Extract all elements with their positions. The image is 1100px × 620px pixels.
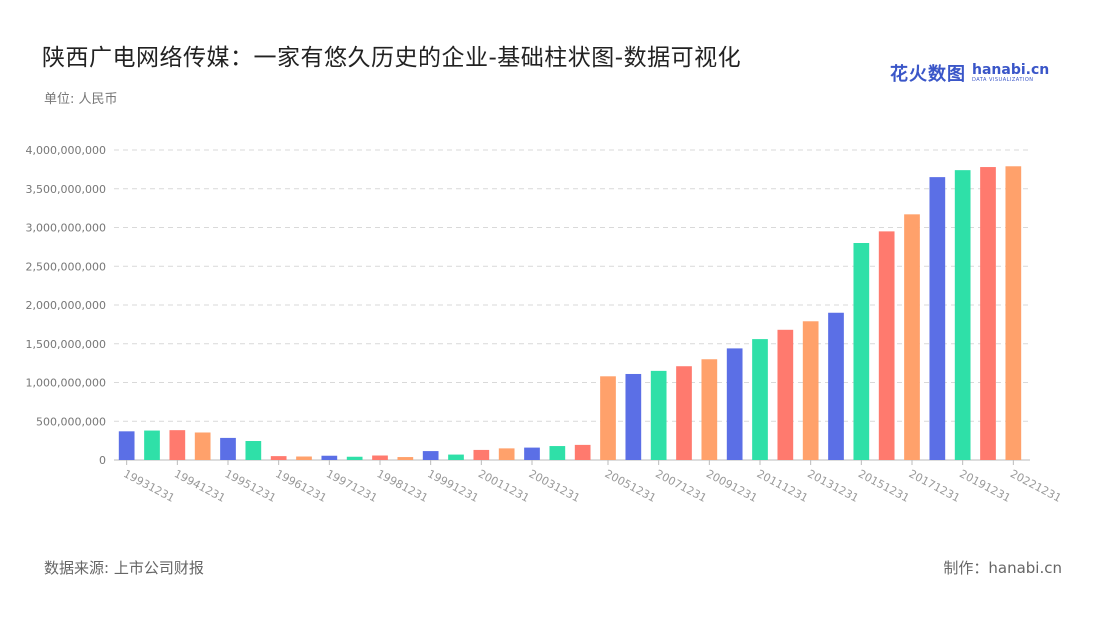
bar — [549, 446, 566, 460]
y-tick-label: 4,000,000,000 — [26, 144, 106, 157]
bar — [372, 455, 388, 460]
bar — [422, 451, 439, 460]
bar — [169, 430, 186, 460]
bar — [270, 456, 287, 460]
bar — [828, 312, 844, 460]
y-tick-label: 3,500,000,000 — [26, 183, 106, 196]
logo-sub-text: DATA VISUALIZATION — [972, 77, 1034, 83]
y-tick-label: 2,500,000,000 — [26, 260, 106, 273]
bar — [321, 455, 338, 460]
bar — [802, 321, 819, 460]
y-tick-label: 3,000,000,000 — [26, 222, 106, 235]
x-tick-label: 19991231 — [425, 467, 481, 505]
x-tick-label: 19931231 — [121, 467, 177, 505]
bar — [296, 456, 312, 460]
bar — [1005, 166, 1022, 460]
bar — [980, 167, 996, 461]
logo-cn-text: 花火数图 — [890, 64, 966, 85]
y-tick-label: 2,000,000,000 — [26, 299, 106, 312]
bar — [726, 348, 743, 460]
bar — [118, 431, 135, 460]
brand-logo: 花火数图 hanabi.cn DATA VISUALIZATION — [890, 60, 1049, 86]
bar — [524, 447, 540, 460]
bar — [676, 366, 692, 460]
bar — [473, 449, 490, 460]
bar — [194, 432, 211, 460]
x-tick-label: 20191231 — [957, 467, 1013, 505]
data-source: 数据来源: 上市公司财报 — [44, 559, 204, 577]
x-tick-label: 19961231 — [273, 467, 329, 505]
y-axis: 0 500,000,000 1,000,000,000 1,500,000,000 2,… — [26, 144, 1030, 467]
chart-title: 陕西广电网络传媒：一家有悠久历史的企业-基础柱状图-数据可视化 — [42, 45, 742, 71]
logo-en-block: hanabi.cn DATA VISUALIZATION — [972, 63, 1049, 83]
bar — [346, 456, 363, 460]
x-tick-label: 20071231 — [653, 467, 709, 505]
bar — [600, 376, 616, 460]
bar — [397, 457, 414, 460]
bar — [144, 430, 160, 460]
bar — [245, 441, 262, 460]
bars-group — [118, 166, 1022, 461]
bar — [650, 370, 667, 460]
x-tick-label: 20091231 — [704, 467, 760, 505]
bar — [220, 437, 236, 460]
bar — [878, 231, 895, 460]
x-tick-label: 20151231 — [856, 467, 912, 505]
bar — [701, 359, 718, 460]
x-tick-label: 19971231 — [324, 467, 380, 505]
bar — [448, 454, 464, 460]
y-tick-label: 1,500,000,000 — [26, 338, 106, 351]
bar — [929, 177, 946, 460]
x-tick-label: 20031231 — [527, 467, 583, 505]
x-tick-label: 20131231 — [805, 467, 861, 505]
x-axis: 1993123119941231199512311996123119971231… — [121, 460, 1063, 505]
bar — [954, 170, 971, 460]
x-tick-label: 20051231 — [603, 467, 659, 505]
x-tick-label: 20171231 — [907, 467, 963, 505]
bar — [904, 214, 920, 460]
logo-en-text: hanabi.cn — [972, 62, 1050, 78]
bar — [625, 373, 642, 460]
y-tick-label: 500,000,000 — [36, 415, 106, 428]
bar — [752, 339, 768, 460]
bar — [574, 444, 591, 460]
bar — [498, 448, 515, 460]
y-tick-label: 1,000,000,000 — [26, 377, 106, 390]
x-tick-label: 19981231 — [375, 467, 431, 505]
bar — [853, 243, 870, 460]
x-tick-label: 20111231 — [755, 467, 811, 505]
x-tick-label: 20221231 — [1008, 467, 1064, 505]
x-tick-label: 19951231 — [223, 467, 279, 505]
unit-label: 单位: 人民币 — [44, 92, 118, 107]
x-tick-label: 20011231 — [476, 467, 532, 505]
x-tick-label: 19941231 — [172, 467, 228, 505]
y-tick-label: 0 — [99, 454, 106, 467]
maker-credit: 制作：hanabi.cn — [943, 559, 1062, 577]
bar — [777, 329, 794, 460]
